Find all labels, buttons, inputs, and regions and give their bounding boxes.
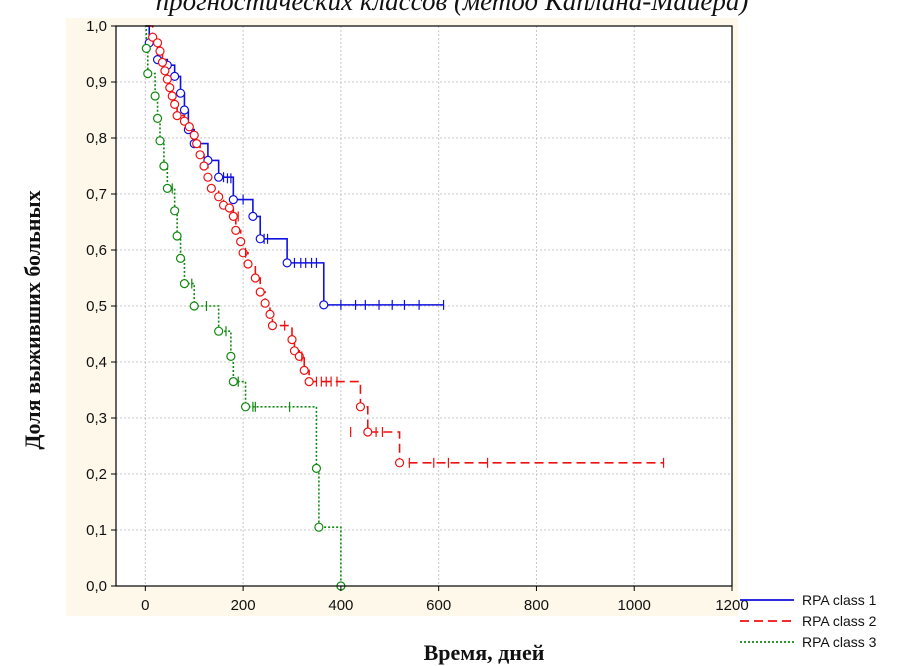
y-tick-label: 1,0 [86,18,107,35]
event-marker-rpa-class-3 [311,463,322,473]
event-marker-rpa-class-2 [203,172,213,182]
event-marker-rpa-class-2 [160,66,170,76]
event-marker-rpa-class-2 [172,110,182,121]
event-marker-rpa-class-2 [243,259,253,269]
event-marker-rpa-class-2 [199,161,209,171]
event-marker-rpa-class-1 [248,211,258,221]
event-marker-rpa-class-2 [184,122,194,132]
event-marker-rpa-class-2 [363,427,373,437]
event-marker-rpa-class-2 [179,116,190,126]
event-marker-rpa-class-3 [314,522,324,532]
event-marker-rpa-class-2 [265,309,275,319]
y-tick-label: 0,6 [86,242,107,259]
y-tick-label: 0,5 [86,298,107,315]
event-marker-rpa-class-1 [214,172,224,182]
event-marker-rpa-class-2 [155,46,165,56]
x-tick-label: 1000 [618,597,651,614]
event-marker-rpa-class-1 [255,234,265,244]
event-marker-rpa-class-1 [228,195,238,205]
y-tick-label: 0,1 [86,522,107,539]
event-marker-rpa-class-2 [192,139,202,149]
event-marker-rpa-class-2 [287,335,297,345]
event-marker-rpa-class-2 [170,99,180,110]
event-marker-rpa-class-3 [159,161,169,171]
legend-label-rpa-class-1: RPA class 1 [802,592,877,608]
event-marker-rpa-class-2 [195,150,205,160]
event-marker-rpa-class-2 [267,321,278,331]
x-tick-label: 400 [328,597,353,614]
event-marker-rpa-class-2 [206,183,216,193]
event-marker-rpa-class-2 [157,57,168,68]
event-marker-rpa-class-3 [240,402,251,412]
event-marker-rpa-class-3 [214,326,224,336]
y-tick-label: 0,8 [86,130,107,147]
event-marker-rpa-class-2 [189,130,199,140]
event-marker-rpa-class-2 [355,402,366,412]
event-marker-rpa-class-2 [214,192,224,202]
event-marker-rpa-class-2 [162,74,172,84]
x-axis-ticks: 0 200 400 600 800 1000 1200 [141,586,749,614]
y-tick-label: 0,9 [86,74,107,91]
x-tick-label: 800 [524,597,549,614]
event-marker-rpa-class-2 [260,298,270,308]
event-marker-rpa-class-2 [299,365,309,375]
event-marker-rpa-class-2 [236,237,246,247]
y-axis-title: Доля выживших больных [20,190,45,449]
x-axis-title: Время, дней [424,640,545,665]
event-marker-rpa-class-1 [179,105,190,115]
series-markers [141,32,665,591]
event-marker-rpa-class-2 [228,211,238,221]
y-tick-label: 0,7 [86,186,107,203]
figure-caption: прогностических классов (метод Каплана-М… [155,0,749,16]
x-tick-label: 1200 [715,597,748,614]
event-marker-rpa-class-3 [226,351,236,361]
event-marker-rpa-class-2 [394,458,405,468]
event-marker-rpa-class-1 [282,258,292,268]
event-marker-rpa-class-3 [155,136,165,146]
event-marker-rpa-class-3 [162,183,172,193]
x-tick-label: 0 [141,597,149,614]
event-marker-rpa-class-3 [189,301,199,311]
legend-label-rpa-class-3: RPA class 3 [802,634,877,650]
event-marker-rpa-class-1 [175,88,186,98]
event-marker-rpa-class-2 [231,225,241,235]
y-tick-label: 0,0 [86,578,107,595]
event-marker-rpa-class-2 [304,377,314,387]
y-tick-label: 0,2 [86,466,107,483]
event-marker-rpa-class-3 [172,231,182,241]
event-marker-rpa-class-3 [228,377,238,387]
event-marker-rpa-class-3 [141,43,151,54]
event-marker-rpa-class-3 [152,113,163,124]
event-marker-rpa-class-3 [175,253,186,263]
legend: RPA class 1 RPA class 2 RPA class 3 [740,592,877,650]
event-marker-rpa-class-2 [255,287,265,297]
event-marker-rpa-class-2 [224,203,235,213]
event-marker-rpa-class-3 [170,206,180,216]
event-marker-rpa-class-3 [150,91,160,101]
y-axis-ticks: 0,0 0,1 0,2 0,3 0,4 0,5 0,6 0,7 0,8 0,9 1,0 [86,18,116,595]
event-marker-rpa-class-3 [179,279,190,289]
event-marker-rpa-class-2 [250,273,260,283]
event-marker-rpa-class-3 [143,68,153,79]
event-marker-rpa-class-1 [319,300,329,310]
event-marker-rpa-class-2 [165,82,175,93]
event-marker-rpa-class-2 [289,346,300,356]
x-tick-label: 600 [426,597,451,614]
event-marker-rpa-class-2 [152,38,163,48]
event-marker-rpa-class-2 [148,32,158,42]
event-marker-rpa-class-2 [167,91,177,101]
y-tick-label: 0,4 [86,354,107,371]
y-tick-label: 0,3 [86,410,107,427]
legend-label-rpa-class-2: RPA class 2 [802,613,877,629]
x-tick-label: 200 [231,597,256,614]
